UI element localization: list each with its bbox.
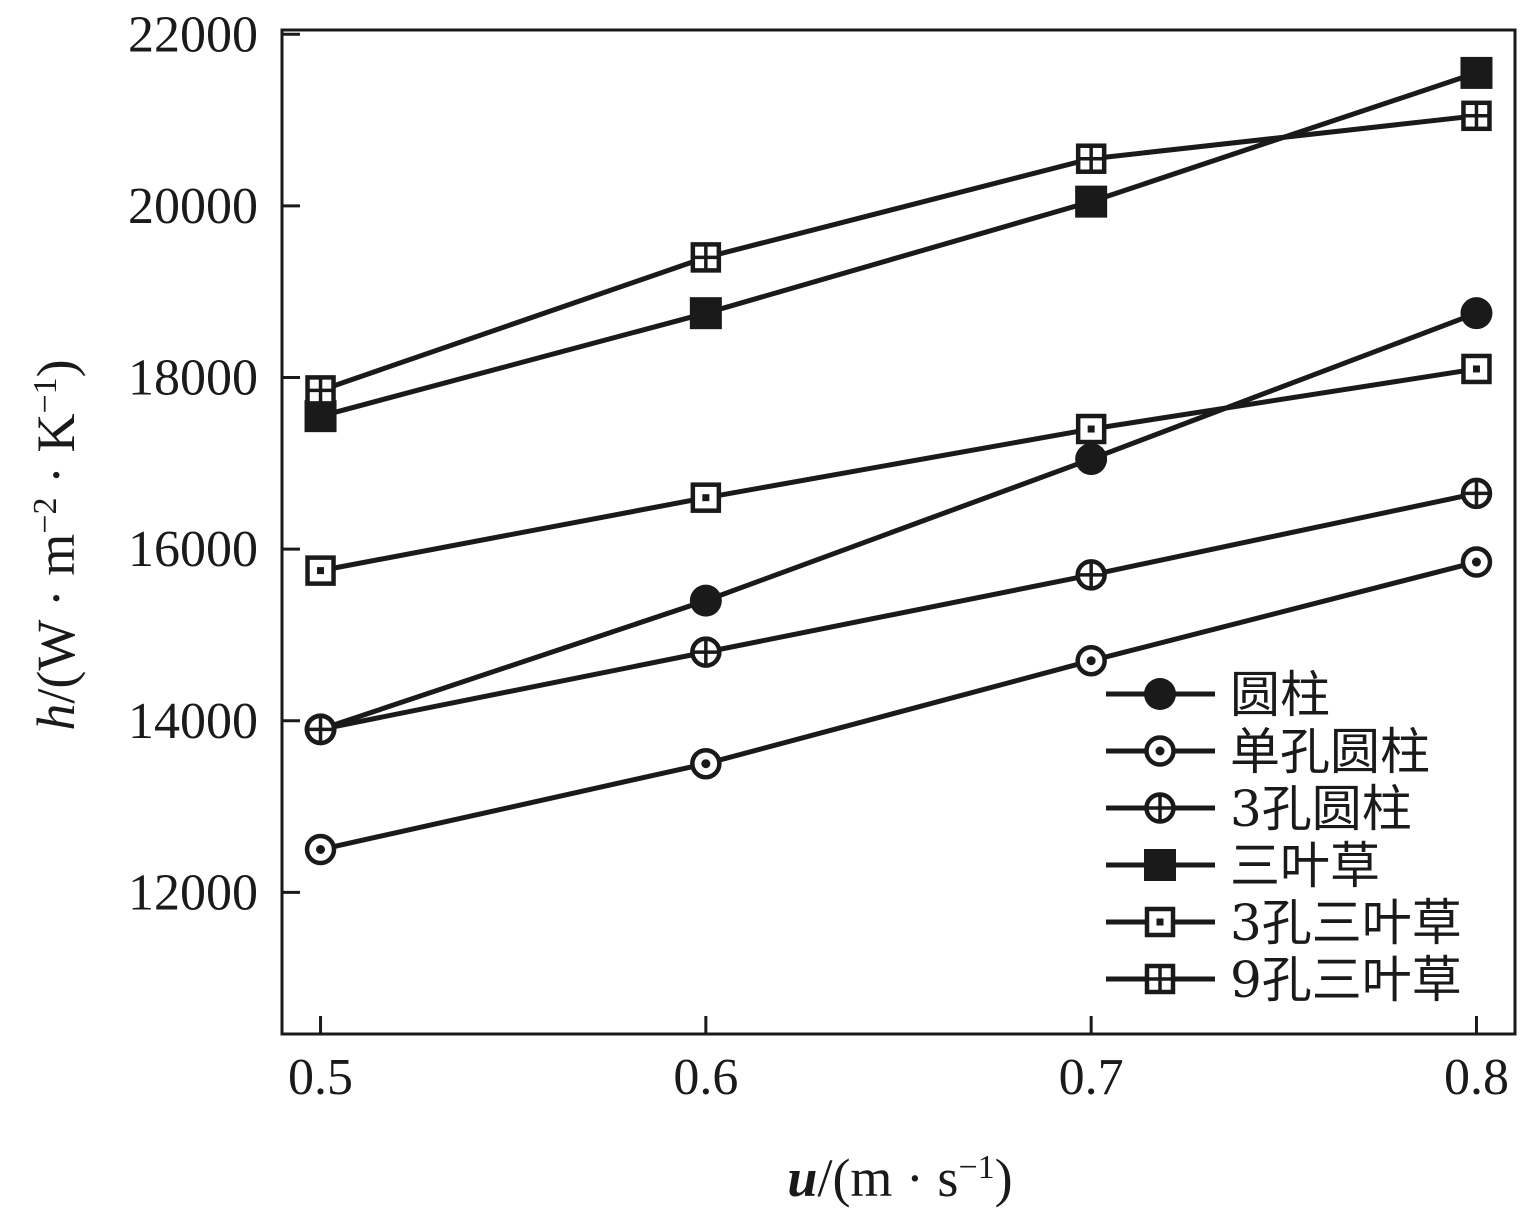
x-axis-ticks: 0.5 0.6 0.7 0.8 — [288, 1016, 1509, 1106]
legend-marker — [1144, 735, 1176, 767]
series-5 — [305, 353, 1492, 586]
legend-item: 3孔圆柱 — [1106, 780, 1412, 838]
legend-item: 三叶草 — [1106, 837, 1380, 895]
legend-item: 单孔圆柱 — [1106, 723, 1430, 781]
data-point — [304, 833, 337, 866]
data-point — [690, 242, 722, 273]
data-point — [1460, 477, 1493, 510]
legend-item: 3孔三叶草 — [1106, 894, 1462, 952]
legend-marker — [1144, 906, 1176, 938]
legend-marker — [1144, 792, 1176, 824]
legend-item: 9孔三叶草 — [1106, 951, 1462, 1009]
data-point — [689, 297, 722, 330]
legend-marker — [1144, 849, 1176, 881]
legend-label: 3孔三叶草 — [1230, 894, 1462, 952]
series-6 — [305, 100, 1492, 406]
data-point — [1075, 413, 1107, 445]
data-point — [1075, 644, 1107, 677]
series-line — [319, 70, 1478, 419]
y-axis-unit-exp1: −2 — [27, 498, 64, 534]
y-tick-label: 18000 — [128, 350, 258, 407]
legend-label: 圆柱 — [1230, 666, 1330, 724]
data-point — [1461, 353, 1492, 385]
legend-label: 单孔圆柱 — [1230, 723, 1430, 781]
x-tick-label: 0.8 — [1444, 1049, 1509, 1106]
y-axis-variable: h — [26, 704, 86, 731]
data-point — [305, 375, 336, 406]
legend-label: 9孔三叶草 — [1230, 951, 1462, 1009]
data-point — [689, 584, 722, 617]
x-axis-unit-exp: −1 — [958, 1149, 994, 1186]
series-line — [320, 366, 1477, 574]
x-axis-variable: u — [787, 1148, 817, 1208]
data-point — [1075, 185, 1108, 218]
y-axis-unit-exp2: −1 — [27, 377, 64, 413]
y-axis-unit-open: /(W · m — [26, 534, 86, 704]
legend-label: 3孔圆柱 — [1230, 780, 1412, 838]
data-point — [690, 636, 722, 668]
x-axis-unit-open: /(m · s — [817, 1148, 958, 1208]
data-point — [690, 482, 722, 513]
x-tick-label: 0.6 — [673, 1049, 738, 1106]
series-layer — [304, 56, 1493, 866]
y-tick-label: 16000 — [128, 521, 258, 578]
data-point — [1461, 100, 1492, 132]
data-point — [305, 555, 336, 586]
plot-frame — [280, 28, 1517, 1036]
x-tick-label: 0.5 — [288, 1049, 353, 1106]
data-point — [1075, 143, 1107, 174]
data-point — [1460, 297, 1493, 330]
legend-marker — [1144, 963, 1176, 995]
data-point — [1075, 443, 1108, 476]
legend-item: 圆柱 — [1106, 666, 1330, 724]
series-line — [319, 310, 1478, 732]
y-tick-label: 22000 — [128, 6, 258, 63]
y-axis-ticks: 12000 14000 16000 18000 20000 22000 — [128, 6, 300, 921]
y-tick-label: 12000 — [128, 864, 258, 921]
series-line — [320, 490, 1477, 732]
data-point — [690, 747, 722, 780]
data-point — [1460, 56, 1493, 89]
x-axis-unit-close: ) — [995, 1148, 1013, 1208]
y-axis-unit-mid: · K — [26, 414, 86, 498]
y-axis-label: h/(W · m−2 · K−1) — [26, 359, 86, 730]
series-2 — [304, 546, 1493, 866]
data-point — [1075, 559, 1107, 591]
legend-label: 三叶草 — [1230, 837, 1380, 895]
x-axis-label: u/(m · s−1) — [787, 1148, 1012, 1208]
series-line — [319, 113, 1477, 393]
data-point — [1460, 546, 1493, 578]
y-axis-unit-close: ) — [26, 359, 86, 377]
data-point — [304, 713, 337, 746]
y-tick-label: 20000 — [128, 178, 258, 235]
series-line — [319, 559, 1478, 852]
legend-marker — [1144, 678, 1176, 710]
x-tick-label: 0.7 — [1059, 1049, 1124, 1106]
y-tick-label: 14000 — [128, 693, 258, 750]
series-3 — [304, 477, 1493, 746]
